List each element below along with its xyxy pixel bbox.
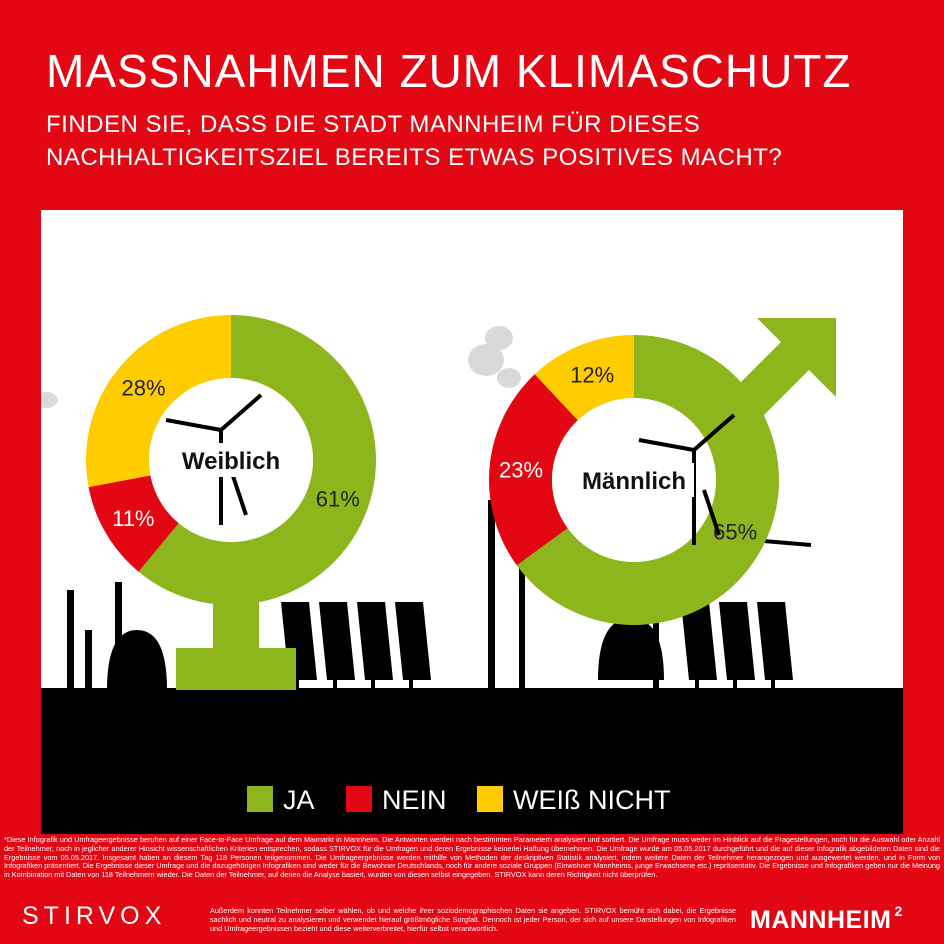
donut-maennlich-slice-wei-nicht <box>534 335 634 421</box>
donut-weiblich-label-1: 11% <box>112 506 154 531</box>
donut-weiblich-label-0: 61% <box>316 486 360 511</box>
donut-maennlich-center-label: Männlich <box>582 468 686 495</box>
mannheim-logo: MANNHEIM 2 <box>750 903 903 935</box>
donut-maennlich-slice-nein <box>489 374 578 566</box>
donut-weiblich-slice-nein <box>88 475 179 572</box>
legend-swatch-ja <box>247 786 273 812</box>
disclaimer-footnote: *Diese Infografik und Umfrageergebnisse … <box>4 835 940 880</box>
legend-swatch-weiss-nicht <box>477 786 503 812</box>
smoke-decoration <box>41 326 521 408</box>
disclaimer-footnote-tail: Außerdem konnten Teilnehmer selber wähle… <box>210 906 736 933</box>
donut-maennlich-label-0: 65% <box>713 520 757 545</box>
solar-panel-silhouettes <box>281 602 793 690</box>
ground-silhouette <box>41 688 903 834</box>
legend-swatch-nein <box>346 786 372 812</box>
stirvox-logo: STIRVOX <box>22 902 167 930</box>
legend-label-nein: NEIN <box>382 785 447 815</box>
donut-maennlich-label-2: 12% <box>570 362 614 387</box>
dome-building-silhouettes <box>107 618 664 690</box>
donut-maennlich-center-label-bg <box>574 463 694 497</box>
donut-maennlich-slice-ja <box>516 335 779 625</box>
donut-weiblich-slice-wei-nicht <box>85 315 231 488</box>
legend: JA NEIN WEIß NICHT <box>247 785 670 815</box>
page-subtitle: FINDEN SIE, DASS DIE STADT MANNHEIM FÜR … <box>46 108 782 174</box>
donut-weiblich-center-label-bg <box>171 443 291 477</box>
legend-label-ja: JA <box>283 785 315 815</box>
donut-maennlich-label-1: 23% <box>499 457 543 482</box>
venus-symbol <box>176 570 296 690</box>
donut-weiblich-center-label: Weiblich <box>182 448 280 475</box>
donut-weiblich-slice-ja <box>138 315 376 605</box>
subtitle-line-2: NACHHALTIGKEITSZIEL BEREITS ETWAS POSITI… <box>46 144 783 171</box>
legend-label-weiss-nicht: WEIß NICHT <box>513 785 670 815</box>
chart-canvas: 61% 11% 28% Weiblich 65% 23% 12% Männlich JA NE… <box>41 315 903 834</box>
mannheim-logo-sup: 2 <box>894 903 903 919</box>
mannheim-logo-text: MANNHEIM <box>750 906 892 934</box>
page-title: MASSNAHMEN ZUM KLIMASCHUTZ <box>46 45 852 97</box>
chart-panel: 61% 11% 28% Weiblich 65% 23% 12% Männlich JA NE… <box>41 210 903 834</box>
subtitle-line-1: FINDEN SIE, DASS DIE STADT MANNHEIM FÜR … <box>46 111 701 138</box>
donut-weiblich-label-2: 28% <box>122 376 166 401</box>
